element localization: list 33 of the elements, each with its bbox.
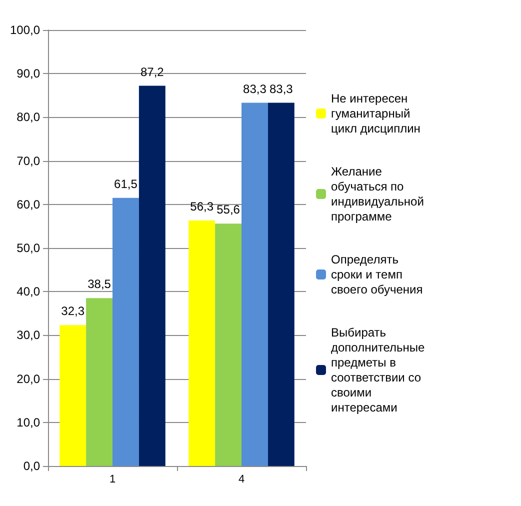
bar [242,102,268,466]
data-label: 55,6 [216,202,240,217]
y-tick-label: 100,0 [10,23,40,37]
y-tick-label: 90,0 [16,66,40,81]
y-tick-label: 30,0 [16,328,40,342]
legend-label: Определять сроки и темп своего обучения [331,252,423,296]
bar [60,325,86,466]
bar [188,220,216,466]
y-tick-label: 10,0 [16,415,40,430]
y-tick-label: 70,0 [16,154,40,168]
data-label: 87,2 [140,64,164,79]
data-label: 38,5 [88,277,112,292]
y-tick-label: 50,0 [16,241,40,255]
y-tick-label: 0,0 [23,459,40,473]
bar [138,86,166,466]
data-label: 56,3 [190,200,214,214]
y-tick-label: 20,0 [16,372,40,386]
legend-label: Выбирать дополнительные предметы в соответствии со своими интересами [331,326,428,414]
data-label: 83,3 [269,82,294,96]
x-tick-label: 1 [109,474,116,486]
bar [268,102,294,466]
bar [215,224,242,466]
data-label: 32,3 [61,304,85,318]
data-label: 61,5 [114,176,138,191]
data-label: 83,3 [243,82,267,96]
bar [86,298,112,466]
legend-label: Не интересен гуманитарный цикл дисциплин [331,92,420,136]
x-tick-label: 4 [238,474,245,486]
bar [112,198,139,466]
y-tick-label: 60,0 [16,197,40,212]
y-tick-label: 80,0 [16,110,40,124]
y-tick-label: 40,0 [16,284,40,299]
legend-label: Желание обучаться по индивидуальной программе [331,164,428,224]
